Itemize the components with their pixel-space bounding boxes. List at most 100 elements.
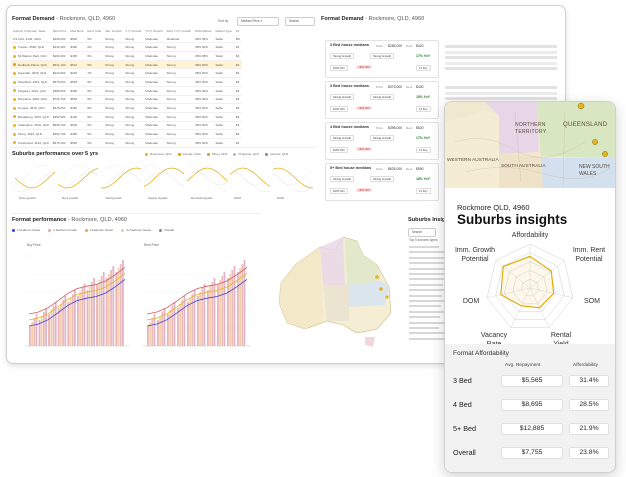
insights-text-line [409, 267, 452, 270]
filter-cell[interactable]: Strong [123, 34, 144, 44]
table-cell: Moderate [143, 112, 165, 122]
cell-text: Strong [105, 123, 114, 128]
fp-bar [48, 314, 50, 346]
table-cell: Strong [164, 95, 194, 105]
table-cell: Strong [103, 51, 124, 61]
table-cell: $452,900 [50, 112, 69, 122]
demand-col-header[interactable]: Yr/Yr Growth [145, 28, 163, 33]
perf-sparkline [186, 171, 228, 192]
table-row[interactable]: Woodford, 4514, QLD $575,000 $525 5% Strong S… [11, 77, 242, 87]
perf-sparkline [100, 164, 142, 183]
table-row[interactable]: Caboolture, 4510, QLD $568,700 $520 5% Stron… [11, 121, 242, 131]
median-card[interactable]: 4 Bed house medians $398,000 Price Rent $520… [325, 122, 439, 160]
demand-col-header[interactable]: 1 Yr Growth [125, 28, 142, 33]
avg-repayment-header: Avg. Repayment [505, 363, 541, 368]
perf-sparkline [14, 171, 56, 193]
filter-cell[interactable]: BS [233, 34, 242, 44]
filter-cell[interactable]: Seller [213, 34, 234, 44]
cell-text: Woodford, 4514, QLD [18, 79, 48, 84]
cell-text: 38% 90% [195, 62, 208, 67]
table-row[interactable]: Gayndah, 4625, QLD $244,900 $330 7% Strong St… [11, 68, 242, 79]
suburbs-insights-small-title: Suburbs Insights [408, 217, 454, 223]
cell-text: $510 [70, 62, 78, 67]
insights-map[interactable] [445, 102, 615, 188]
fp-bar [93, 278, 95, 346]
median-card[interactable]: 3 Bed house medians $285,000 Price Rent $420… [325, 40, 439, 78]
growth-chip: Strong Growth [370, 94, 395, 100]
fp-legend-item: 4+ bedroom house [121, 228, 151, 232]
table-cell: $531,100 [50, 60, 69, 70]
fp-bar [96, 284, 98, 346]
radar-label-som: SOM [584, 298, 600, 305]
cell-text: $460 [70, 106, 78, 111]
map-label-queensland: QUEENSLAND [563, 122, 608, 128]
search-button[interactable]: Search [285, 17, 315, 26]
perf-sparkline [272, 167, 314, 189]
table-row[interactable]: Kilcoy, 4515, QLD $502,700 $450 5% Strong Str… [11, 129, 242, 139]
table-row[interactable]: Bundaberg, 4670, QLD $452,900 $430 5% Strong… [11, 112, 242, 122]
performance-sparklines [14, 164, 314, 193]
filter-cell[interactable]: 99% 95% [193, 34, 214, 44]
demand-col-header[interactable]: DoM Market [195, 28, 212, 33]
fp-legend-label: 3 bedroom house [89, 228, 114, 232]
demand-col-header[interactable]: Vac. Growth [105, 28, 122, 33]
median-card[interactable]: 3 Bed house medians $375,000 Price Rent $430… [325, 81, 439, 119]
filter-cell[interactable]: Moderate [164, 34, 194, 44]
median-price-label: Price [376, 44, 383, 48]
filter-cell[interactable]: Strong [103, 34, 124, 44]
fp-bar [64, 296, 67, 346]
table-cell: Seller [213, 112, 234, 122]
fp-bar [91, 282, 93, 346]
cell-text: $3 [235, 79, 240, 84]
demand-col-header[interactable]: Fit [235, 28, 240, 33]
demand-col-header[interactable]: Rent Yr/Yr Growth [166, 28, 192, 33]
demand-col-header[interactable]: Med Rent [70, 28, 84, 33]
demand-table-wrap: Suburb, Postcode, State Med Price Med Rent… [11, 27, 242, 148]
table-cell: Strong [123, 121, 144, 131]
filter-cell[interactable]: 5% [85, 34, 104, 44]
demand-col-header[interactable]: Rent Yield [87, 28, 102, 33]
insights-text-line [409, 283, 443, 286]
map-label-northern: NORTHERN [515, 122, 546, 128]
demand-col-header[interactable]: Market Type [215, 28, 232, 33]
filter-cell[interactable]: $500 [68, 34, 86, 44]
insights-text-line [409, 278, 451, 281]
affordability-text: 21.9% [579, 425, 599, 432]
table-cell: Strong [164, 129, 194, 139]
fit-chip: Fit Buy [416, 106, 431, 112]
sort-select[interactable]: Median Price ▾ [237, 17, 279, 26]
demand-col-header[interactable]: Med Price [52, 28, 67, 33]
filter-cell[interactable]: Moderate [143, 34, 165, 44]
table-cell: 6% [85, 42, 104, 53]
insights-search-button[interactable]: Search [408, 228, 436, 237]
cell-text: 5% [87, 132, 92, 137]
table-row[interactable]: Redbank Plains, QLD $531,100 $510 5% Strong S… [11, 60, 242, 70]
format-affordability-panel: Format Affordability Avg. Repayment Affo… [445, 344, 615, 472]
cell-text: Moderate [145, 140, 159, 145]
fp-bar [35, 314, 38, 346]
median-card[interactable]: 5+ Bed house medians $625,000 Price Rent $59… [325, 163, 439, 201]
table-cell: 5% [85, 129, 104, 139]
cell-text: Strong [125, 88, 135, 93]
filter-cell[interactable]: 1/3 LGA, 4104, 4104 [11, 34, 51, 44]
table-cell: Strong [164, 42, 194, 53]
fp-bar [62, 300, 64, 346]
row-status-icon [13, 98, 16, 102]
australia-map[interactable] [265, 225, 405, 355]
table-row[interactable]: Tuscan, 4560, QLD $433,300 $460 6% Strong Str… [11, 42, 242, 53]
table-row[interactable]: Pimpama, 4209, QLD $726,700 $650 5% Strong St… [11, 95, 242, 105]
cell-text: Strong [125, 123, 135, 128]
fp-bar [207, 290, 209, 346]
filter-cell[interactable]: $490,000 [50, 34, 69, 44]
price-chip: $485,000 [330, 106, 348, 112]
table-row[interactable]: Gympie, 4570, QLD $475,000 $460 5% Strong Str… [11, 103, 242, 113]
fp-bar [243, 260, 246, 346]
cell-text: Seller [215, 62, 224, 67]
table-row[interactable]: Kingaroy, 4610, QLD $386,000 $400 5% Strong S… [11, 86, 242, 96]
fp-legend-item: 3 bedroom house [84, 228, 114, 232]
table-row[interactable]: Mt Warren Park, QLD $484,300 $495 6% Strong S… [11, 51, 242, 61]
cell-text: Seller [215, 132, 224, 137]
table-row[interactable]: Crestmead, 4132, QLD $575,100 $520 5% Strong… [11, 138, 242, 148]
demand-col-header[interactable]: Suburb, Postcode, State [13, 28, 46, 33]
fp-bar [67, 302, 70, 346]
